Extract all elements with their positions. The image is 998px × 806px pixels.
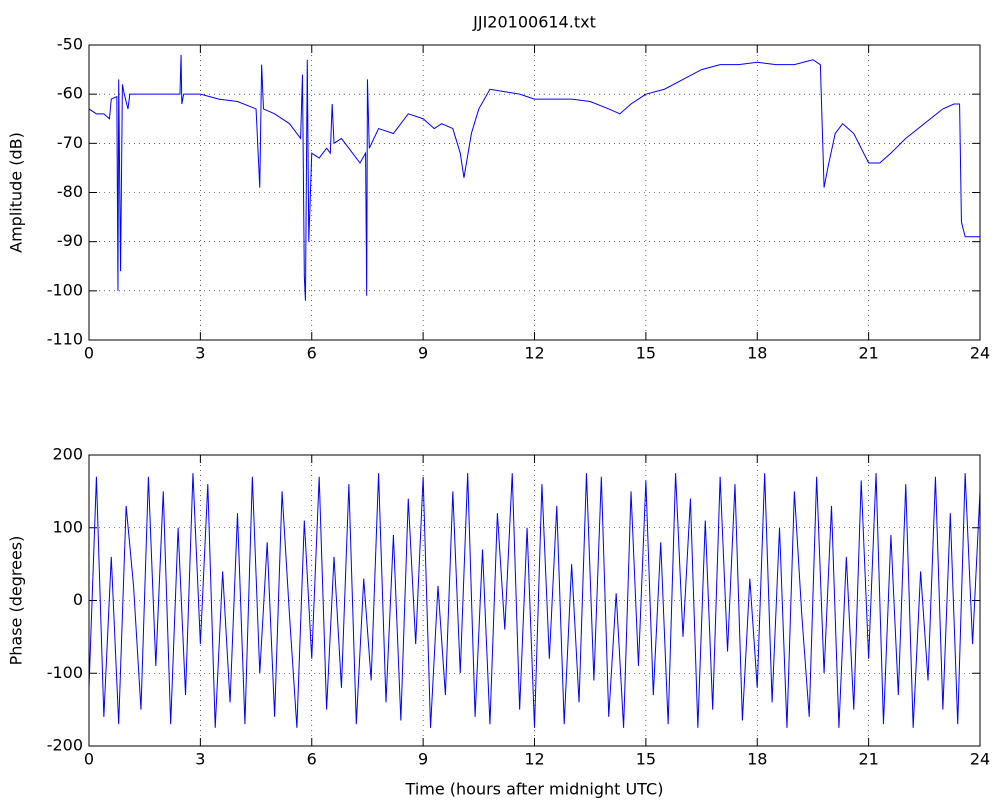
y-tick-label: -100 xyxy=(47,280,83,299)
x-tick-label: 6 xyxy=(307,344,317,363)
y-tick-label: 200 xyxy=(52,445,83,464)
x-tick-label: 21 xyxy=(858,344,878,363)
x-tick-label: 24 xyxy=(970,344,990,363)
x-tick-label: 0 xyxy=(84,750,94,769)
y-tick-label: -100 xyxy=(47,663,83,682)
data-line xyxy=(88,54,980,301)
y-tick-label: -70 xyxy=(57,133,83,152)
x-tick-label: 0 xyxy=(84,344,94,363)
x-tick-label: 3 xyxy=(195,750,205,769)
y-tick-label: -50 xyxy=(57,35,83,54)
x-tick-label: 12 xyxy=(524,344,544,363)
x-tick-label: 21 xyxy=(858,750,878,769)
y-tick-label: 100 xyxy=(52,517,83,536)
y-tick-label: -110 xyxy=(47,330,83,349)
axes-box xyxy=(88,454,981,747)
chart-title: JJI20100614.txt xyxy=(472,13,596,32)
y-tick-label: -90 xyxy=(57,231,83,250)
x-axis-label: Time (hours after midnight UTC) xyxy=(405,780,664,799)
data-line xyxy=(88,473,981,728)
y-tick-label: -200 xyxy=(47,736,83,755)
x-tick-label: 3 xyxy=(195,344,205,363)
x-tick-label: 9 xyxy=(418,750,428,769)
x-tick-label: 15 xyxy=(636,344,656,363)
x-tick-label: 6 xyxy=(307,750,317,769)
y-tick-label: -80 xyxy=(57,182,83,201)
x-tick-label: 15 xyxy=(636,750,656,769)
y-axis-label: Amplitude (dB) xyxy=(7,132,26,253)
x-tick-label: 24 xyxy=(970,750,990,769)
axes-box xyxy=(88,44,981,341)
y-tick-label: -60 xyxy=(57,84,83,103)
y-axis-label: Phase (degrees) xyxy=(7,536,26,666)
x-tick-label: 9 xyxy=(418,344,428,363)
x-tick-label: 12 xyxy=(524,750,544,769)
x-tick-label: 18 xyxy=(747,344,767,363)
x-tick-label: 18 xyxy=(747,750,767,769)
y-tick-label: 0 xyxy=(73,590,83,609)
